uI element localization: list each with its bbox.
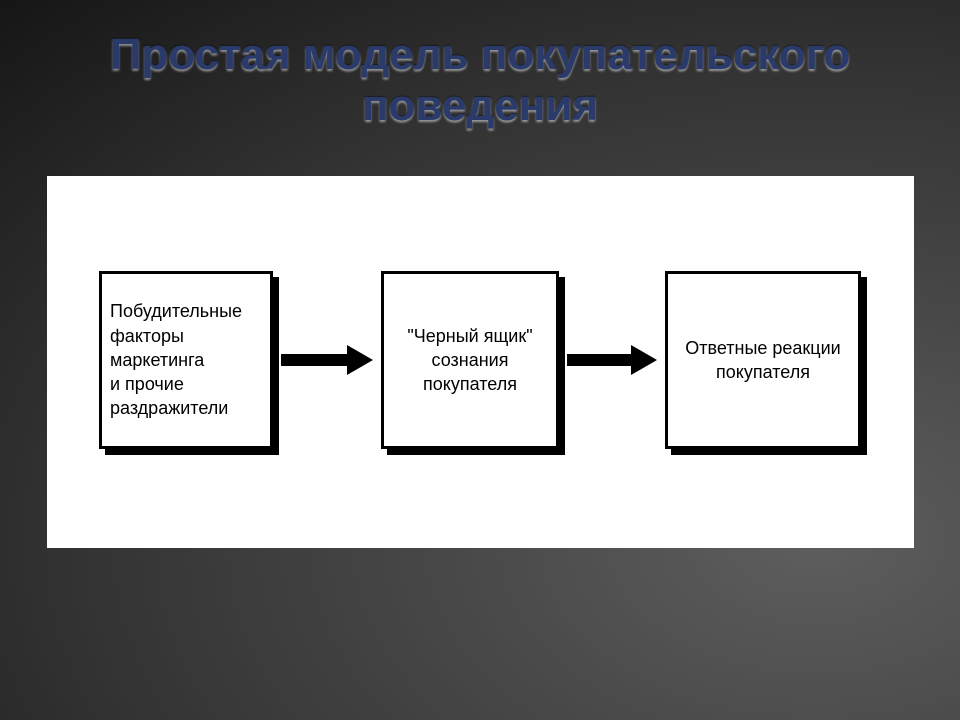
arrow-icon-2 (567, 345, 657, 375)
title-line-1: Простая модель покупательского (110, 30, 851, 79)
title-line-2: поведения (362, 81, 598, 130)
box-response-text: Ответные реакциипокупателя (668, 336, 858, 385)
diagram-panel: Побудительныефакторымаркетингаи прочиера… (47, 176, 914, 548)
arrow-icon-1 (281, 345, 373, 375)
box-stimuli: Побудительныефакторымаркетингаи прочиера… (99, 271, 273, 449)
box-stimuli-text: Побудительныефакторымаркетингаи прочиера… (102, 299, 270, 420)
box-blackbox: "Черный ящик"сознанияпокупателя (381, 271, 559, 449)
box-blackbox-text: "Черный ящик"сознанияпокупателя (384, 324, 556, 397)
slide-title: Простая модель покупательского поведения (0, 30, 960, 131)
slide: Простая модель покупательского поведения… (0, 0, 960, 720)
box-response: Ответные реакциипокупателя (665, 271, 861, 449)
